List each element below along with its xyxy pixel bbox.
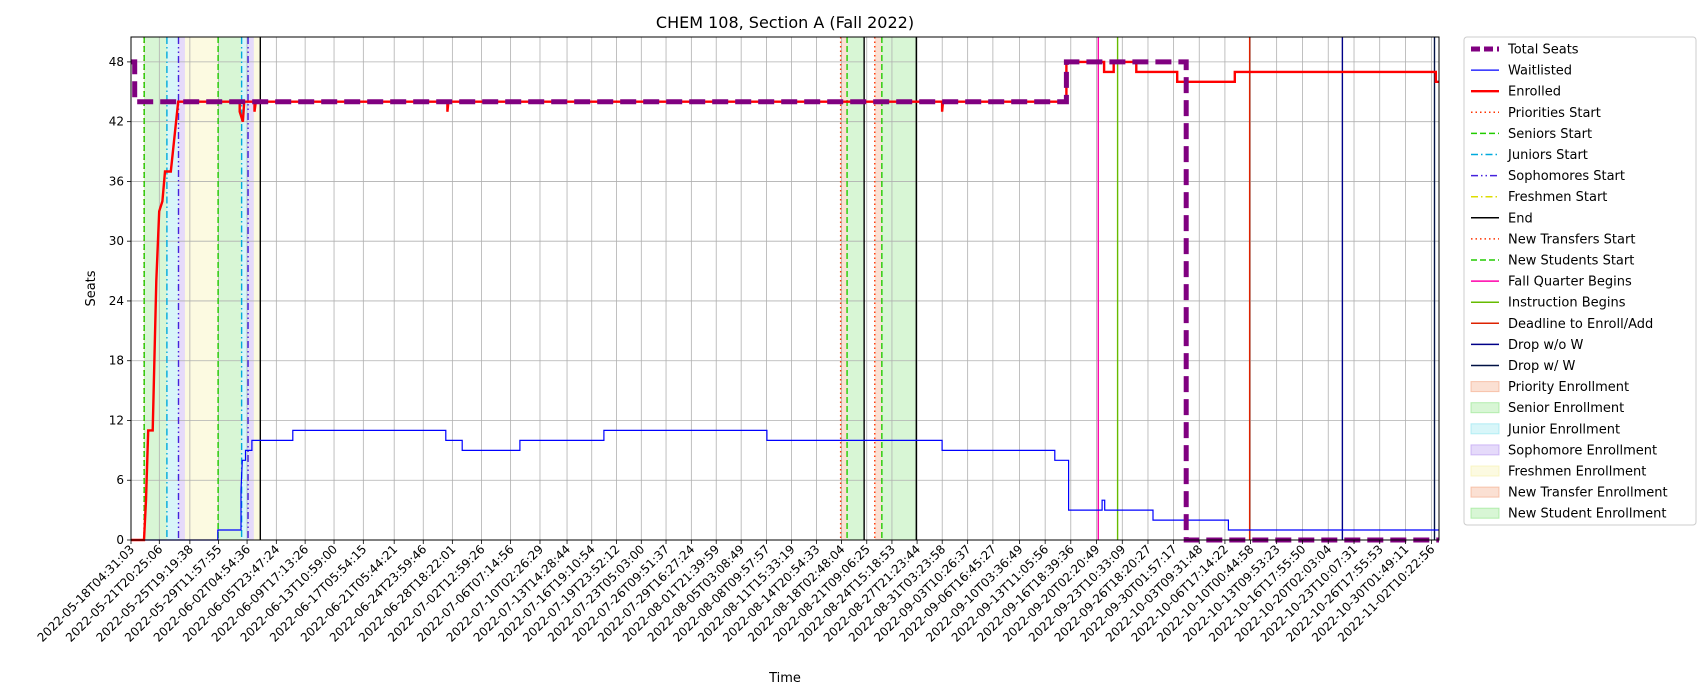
y-tick-label: 48 xyxy=(109,55,124,69)
legend-swatch xyxy=(1470,444,1500,456)
region-span xyxy=(166,37,179,540)
legend-label: Sophomore Enrollment xyxy=(1508,443,1657,458)
legend-label: Instruction Begins xyxy=(1508,296,1626,311)
region-span xyxy=(248,37,254,540)
legend-label: New Transfer Enrollment xyxy=(1508,486,1668,501)
legend-label: Junior Enrollment xyxy=(1507,422,1620,437)
y-tick-label: 36 xyxy=(109,174,124,188)
region-span xyxy=(144,37,145,540)
legend-swatch xyxy=(1470,402,1500,414)
region-span xyxy=(184,37,219,540)
region-span xyxy=(241,37,249,540)
legend-label: Seniors Start xyxy=(1508,127,1592,142)
y-axis-label: Seats xyxy=(84,270,99,306)
legend-label: Priority Enrollment xyxy=(1508,380,1629,395)
y-axis-ticks: 0 6 12 18 24 30 36 42 48 xyxy=(109,55,131,547)
region-span xyxy=(218,37,242,540)
legend-label: Sophomores Start xyxy=(1508,169,1625,184)
y-tick-label: 18 xyxy=(109,354,124,368)
legend-label: Fall Quarter Begins xyxy=(1508,275,1632,290)
legend-label: New Transfers Start xyxy=(1508,232,1635,247)
legend-swatch xyxy=(1470,423,1500,435)
series-line xyxy=(131,60,1439,542)
plot-frame xyxy=(130,36,1440,541)
series-line xyxy=(131,59,1439,543)
legend-label: New Student Enrollment xyxy=(1508,507,1666,522)
legend-label: Total Seats xyxy=(1507,43,1579,58)
region-span xyxy=(881,37,917,540)
legend-label: End xyxy=(1508,211,1533,226)
legend-label: Drop w/ W xyxy=(1508,359,1576,374)
legend-label: Freshmen Enrollment xyxy=(1508,465,1646,480)
legend-label: Freshmen Start xyxy=(1508,190,1607,205)
y-tick-label: 24 xyxy=(109,294,124,308)
region-span xyxy=(874,37,882,540)
region-span xyxy=(178,37,185,540)
legend-swatch xyxy=(1470,465,1500,477)
grid xyxy=(130,37,1439,541)
region-span xyxy=(253,37,261,540)
legend-label: Waitlisted xyxy=(1508,64,1572,79)
legend-label: Drop w/o W xyxy=(1508,338,1584,353)
chart-title: CHEM 108, Section A (Fall 2022) xyxy=(656,13,914,32)
legend-box xyxy=(1463,36,1697,526)
x-axis-ticks: 2022-05-18T04:31:032022-05-21T20:25:0620… xyxy=(35,540,1438,645)
series-line xyxy=(131,429,1439,541)
legend-label: Senior Enrollment xyxy=(1508,401,1624,416)
legend: Total Seats Waitlisted Enrolled Priorities … xyxy=(1463,36,1697,526)
legend-label: Deadline to Enroll/Add xyxy=(1508,317,1653,332)
y-tick-label: 42 xyxy=(109,115,124,129)
enrollment-regions xyxy=(144,37,917,540)
legend-label: Priorities Start xyxy=(1508,106,1601,121)
legend-label: New Students Start xyxy=(1508,254,1634,269)
y-tick-label: 6 xyxy=(116,473,124,487)
x-axis-label: Time xyxy=(768,671,801,686)
data-series xyxy=(131,59,1439,543)
region-span xyxy=(840,37,848,540)
event-markers xyxy=(143,37,1436,540)
legend-label: Juniors Start xyxy=(1507,148,1588,163)
legend-swatch xyxy=(1470,381,1500,393)
y-tick-label: 0 xyxy=(116,533,124,547)
legend-swatch xyxy=(1470,486,1500,498)
legend-label: Enrolled xyxy=(1508,85,1561,100)
region-span xyxy=(847,37,865,540)
y-tick-label: 12 xyxy=(109,413,124,427)
legend-swatch xyxy=(1470,507,1500,519)
y-tick-label: 30 xyxy=(109,234,124,248)
